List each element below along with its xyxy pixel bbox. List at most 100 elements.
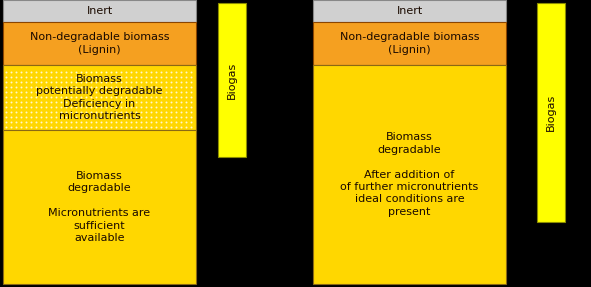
Point	[137, 100, 146, 104]
Point	[116, 70, 126, 74]
Point	[86, 100, 96, 104]
Point	[186, 95, 196, 99]
Point	[171, 105, 181, 109]
Point	[106, 95, 116, 99]
Point	[101, 105, 111, 109]
Point	[161, 125, 171, 129]
Point	[106, 75, 116, 79]
Point	[76, 80, 86, 84]
Point	[121, 85, 131, 89]
Point	[101, 110, 111, 114]
Point	[141, 125, 151, 129]
Point	[176, 105, 186, 109]
Point	[86, 115, 96, 119]
Point	[11, 75, 21, 79]
Text: Inert: Inert	[86, 6, 113, 16]
Point	[31, 85, 41, 89]
Point	[82, 115, 91, 119]
Point	[7, 95, 16, 99]
Point	[56, 75, 66, 79]
Point	[181, 90, 191, 94]
Point	[11, 120, 21, 124]
Point	[101, 120, 111, 124]
Point	[56, 80, 66, 84]
Point	[7, 90, 16, 94]
Point	[101, 75, 111, 79]
Point	[61, 75, 71, 79]
Point	[46, 100, 56, 104]
Point	[11, 105, 21, 109]
Point	[41, 85, 51, 89]
Point	[116, 80, 126, 84]
Point	[121, 80, 131, 84]
Bar	[3, 0, 196, 22]
Point	[176, 95, 186, 99]
Point	[82, 75, 91, 79]
Point	[151, 85, 161, 89]
Point	[51, 110, 61, 114]
Point	[41, 95, 51, 99]
Point	[7, 75, 16, 79]
Point	[116, 115, 126, 119]
Point	[151, 110, 161, 114]
Point	[17, 105, 26, 109]
Point	[46, 90, 56, 94]
Point	[161, 80, 171, 84]
Point	[161, 100, 171, 104]
Point	[146, 70, 155, 74]
Point	[171, 115, 181, 119]
Point	[126, 95, 136, 99]
Point	[181, 100, 191, 104]
Point	[36, 70, 46, 74]
Point	[7, 105, 16, 109]
Point	[11, 95, 21, 99]
Point	[1, 80, 11, 84]
Point	[171, 95, 181, 99]
Point	[7, 125, 16, 129]
Point	[166, 80, 176, 84]
Point	[116, 125, 126, 129]
Point	[72, 90, 81, 94]
Point	[36, 115, 46, 119]
Point	[11, 85, 21, 89]
Point	[116, 95, 126, 99]
Point	[91, 75, 100, 79]
Point	[66, 80, 76, 84]
Point	[146, 85, 155, 89]
Point	[51, 90, 61, 94]
Point	[1, 105, 11, 109]
Point	[176, 120, 186, 124]
Point	[86, 110, 96, 114]
Point	[31, 115, 41, 119]
Point	[146, 105, 155, 109]
Point	[151, 90, 161, 94]
Point	[86, 95, 96, 99]
Point	[121, 75, 131, 79]
Point	[21, 80, 31, 84]
Point	[101, 100, 111, 104]
Point	[96, 85, 106, 89]
Point	[121, 115, 131, 119]
Point	[137, 120, 146, 124]
Point	[176, 70, 186, 74]
Point	[111, 105, 121, 109]
Point	[26, 75, 35, 79]
Point	[46, 115, 56, 119]
Point	[11, 115, 21, 119]
Point	[82, 105, 91, 109]
Point	[137, 95, 146, 99]
Point	[56, 95, 66, 99]
Point	[7, 70, 16, 74]
Point	[156, 90, 165, 94]
Point	[116, 120, 126, 124]
Point	[96, 100, 106, 104]
Point	[137, 70, 146, 74]
Point	[151, 95, 161, 99]
Point	[72, 105, 81, 109]
Point	[156, 95, 165, 99]
Point	[11, 125, 21, 129]
Text: Biomass
potentially degradable
Deficiency in
micronutrients: Biomass potentially degradable Deficienc…	[36, 74, 163, 121]
Point	[26, 120, 35, 124]
Point	[1, 100, 11, 104]
Point	[146, 125, 155, 129]
